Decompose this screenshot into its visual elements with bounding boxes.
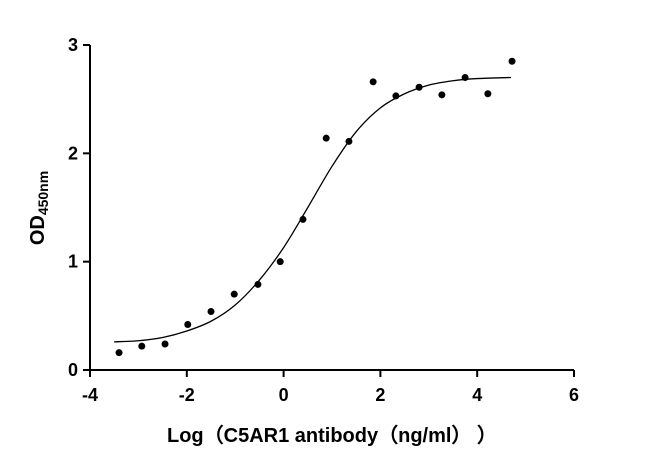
y-tick-label: 0 [68,360,78,380]
x-tick-label: 6 [569,385,579,405]
x-tick-label: -2 [179,385,195,405]
data-point [508,57,516,65]
data-point [184,321,192,328]
data-point [484,90,492,98]
y-axis-label: OD450nm [27,171,51,245]
x-tick-label: -4 [82,385,98,405]
data-point [369,78,377,86]
y-label-main: OD [27,215,49,245]
data-point [438,91,446,99]
x-axis-label: Log（C5AR1 antibody（ng/ml） ） [167,424,497,447]
data-point [230,290,238,298]
x-tick-label: 2 [375,385,385,405]
fit-curve [114,76,512,343]
y-tick-label: 3 [68,35,78,55]
y-tick-label: 2 [68,143,78,163]
data-point [138,342,146,350]
data-point [115,349,123,357]
data-point [322,134,330,142]
y-tick-label: 1 [68,252,78,272]
x-tick-label: 0 [279,385,289,405]
data-point [161,340,169,348]
y-label-subscript: 450nm [35,171,51,215]
data-point [207,308,215,315]
x-tick-label: 4 [472,385,482,405]
data-point [254,280,262,288]
data-point [276,258,284,266]
